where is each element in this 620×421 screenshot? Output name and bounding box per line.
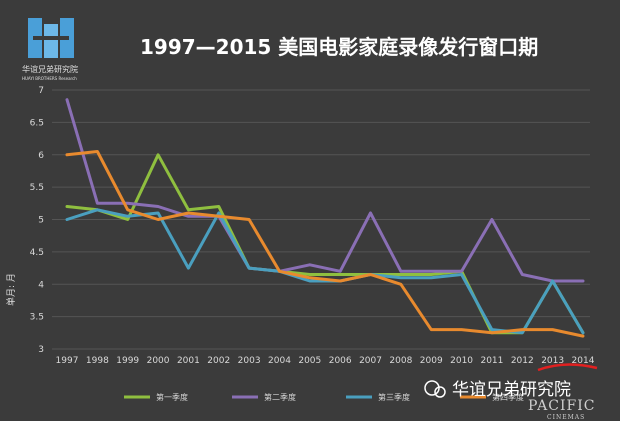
y-axis-ticks: 3 3.5 4 4.5 5 5.5 6 6.5 7 [30, 86, 45, 355]
x-tick-label: 2013 [541, 356, 564, 366]
x-tick-label: 2014 [572, 356, 595, 366]
x-axis-ticks: 1997 1998 1999 2000 2001 2002 2003 2004 2005 2006… [56, 356, 595, 366]
logo: 华谊兄弟研究院 HUAYI BROTHERS Research [22, 18, 78, 81]
watermark: 华谊兄弟研究院 PACIFIC CINEMAS [424, 363, 598, 421]
y-tick-label: 5.5 [30, 183, 44, 193]
pacific-brand-sub: CINEMAS [547, 414, 585, 421]
y-tick-label: 7 [38, 86, 44, 96]
x-tick-label: 2003 [238, 356, 261, 366]
x-tick-label: 1998 [86, 356, 109, 366]
legend-label-1: 第一季度 [156, 392, 188, 402]
x-tick-label: 2009 [420, 356, 443, 366]
chart-title: 1997—2015 美国电影家庭录像发行窗口期 [140, 35, 538, 59]
x-tick-label: 2008 [389, 356, 412, 366]
logo-bar-middle [44, 24, 58, 58]
y-axis-label: 单月: 月 [5, 273, 17, 306]
x-tick-label: 2012 [511, 356, 534, 366]
watermark-text: 华谊兄弟研究院 [452, 380, 571, 400]
x-tick-label: 1997 [56, 356, 79, 366]
y-tick-label: 3 [38, 345, 44, 355]
y-tick-label: 5 [38, 216, 44, 226]
pacific-brand: PACIFIC [528, 398, 595, 414]
x-tick-label: 2005 [298, 356, 321, 366]
y-tick-label: 3.5 [30, 313, 44, 323]
wechat-icon-bubble [434, 386, 446, 398]
x-tick-label: 2002 [207, 356, 230, 366]
legend: 第一季度 第二季度 第三季度 第四季度 [124, 392, 524, 402]
pacific-swoosh [537, 363, 598, 372]
y-tick-label: 6.5 [30, 118, 44, 128]
logo-subtitle: HUAYI BROTHERS Research [22, 76, 77, 81]
y-tick-label: 4 [38, 280, 44, 290]
grid [52, 89, 590, 350]
x-tick-label: 2011 [480, 356, 503, 366]
logo-name: 华谊兄弟研究院 [22, 64, 78, 74]
x-tick-label: 2000 [147, 356, 170, 366]
x-tick-label: 1999 [116, 356, 139, 366]
wechat-icon [424, 380, 440, 396]
series-line-2 [65, 98, 585, 283]
legend-label-2: 第二季度 [264, 392, 296, 402]
x-tick-label: 2006 [329, 356, 352, 366]
x-tick-label: 2007 [359, 356, 382, 366]
logo-crossbar [33, 36, 69, 40]
series-line-3 [65, 208, 585, 335]
series-lines [65, 98, 585, 338]
series-line-4 [65, 150, 585, 338]
x-tick-label: 2004 [268, 356, 291, 366]
y-tick-label: 6 [38, 151, 44, 161]
y-tick-label: 4.5 [30, 248, 44, 258]
legend-label-4: 第四季度 [492, 392, 524, 402]
x-tick-label: 2010 [450, 356, 473, 366]
x-tick-label: 2001 [177, 356, 200, 366]
legend-label-3: 第三季度 [378, 392, 410, 402]
